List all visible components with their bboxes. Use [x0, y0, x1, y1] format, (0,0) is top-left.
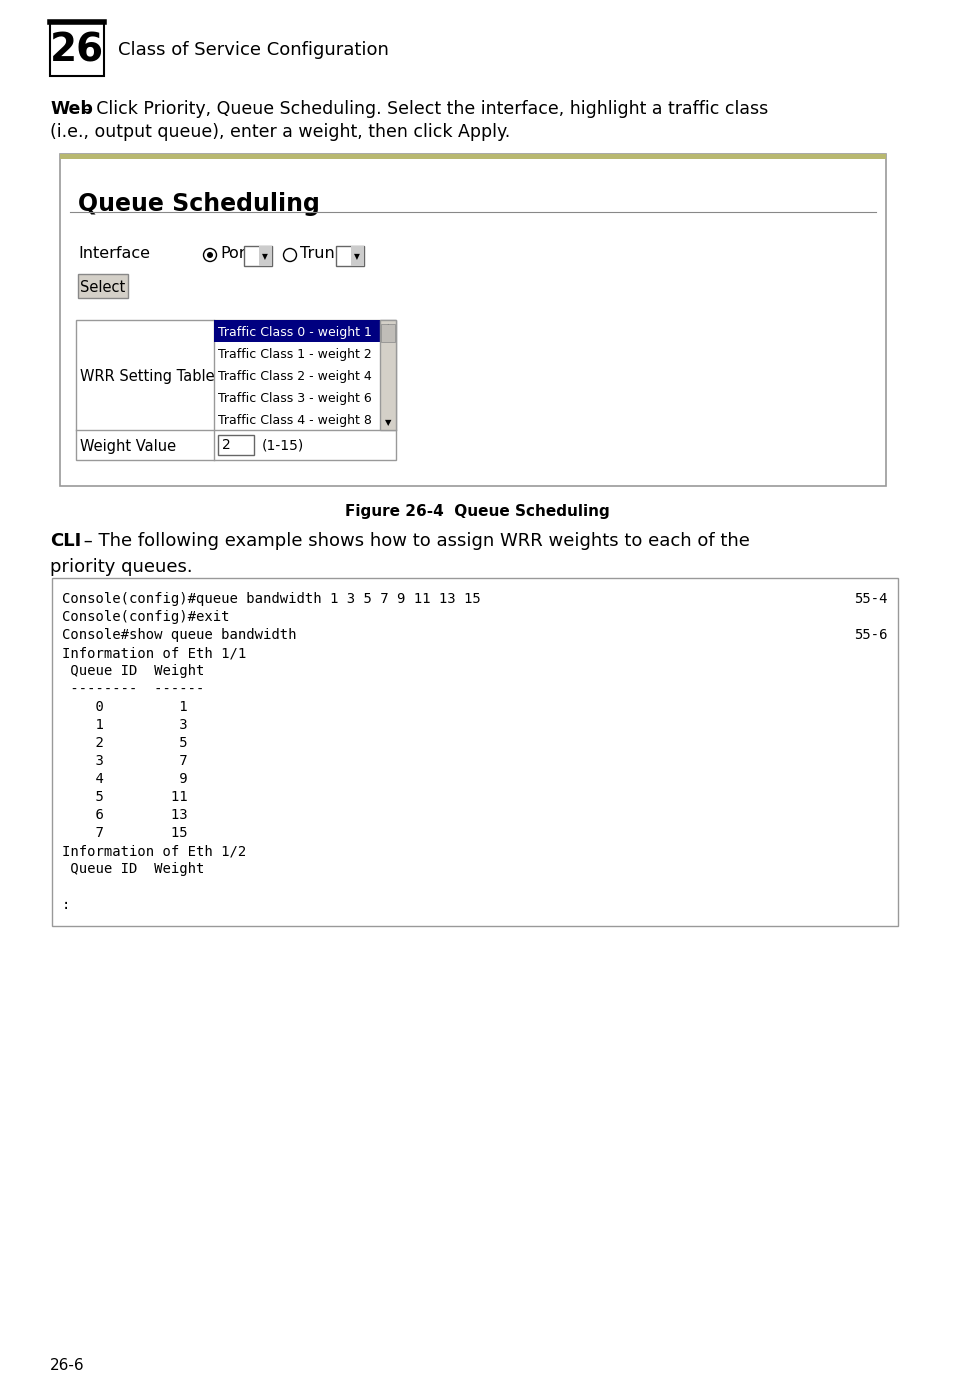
Text: 2: 2: [222, 439, 231, 452]
Text: Information of Eth 1/2: Information of Eth 1/2: [62, 844, 246, 858]
Text: Web: Web: [50, 100, 92, 118]
Bar: [244, 246, 272, 266]
Bar: [76, 321, 395, 459]
Text: Figure 26-4  Queue Scheduling: Figure 26-4 Queue Scheduling: [344, 504, 609, 519]
Text: Queue Scheduling: Queue Scheduling: [78, 192, 319, 217]
Text: 3         7: 3 7: [62, 754, 188, 768]
Text: --------  ------: -------- ------: [62, 682, 204, 695]
Bar: [379, 321, 395, 430]
Text: Console#show queue bandwidth: Console#show queue bandwidth: [62, 627, 296, 643]
Bar: [351, 246, 364, 266]
Text: 55-4: 55-4: [854, 593, 887, 607]
Bar: [52, 577, 897, 926]
Text: WRR Setting Table: WRR Setting Table: [80, 368, 214, 383]
Text: CLI: CLI: [50, 532, 81, 550]
Text: Queue ID  Weight: Queue ID Weight: [62, 663, 204, 677]
Text: 5        11: 5 11: [62, 790, 188, 804]
Text: priority queues.: priority queues.: [50, 558, 193, 576]
Bar: [258, 246, 272, 266]
Text: Console(config)#exit: Console(config)#exit: [62, 609, 230, 625]
Text: – Click Priority, Queue Scheduling. Select the interface, highlight a traffic cl: – Click Priority, Queue Scheduling. Sele…: [82, 100, 767, 118]
Text: 26: 26: [50, 31, 104, 69]
Text: 0         1: 0 1: [62, 700, 188, 713]
Bar: [335, 246, 364, 266]
Bar: [213, 321, 379, 341]
Text: Console(config)#queue bandwidth 1 3 5 7 9 11 13 15: Console(config)#queue bandwidth 1 3 5 7 …: [62, 593, 480, 607]
Text: 26-6: 26-6: [50, 1357, 85, 1373]
Text: Weight Value: Weight Value: [80, 439, 176, 454]
Text: Traffic Class 3 - weight 6: Traffic Class 3 - weight 6: [218, 391, 372, 404]
Text: – The following example shows how to assign WRR weights to each of the: – The following example shows how to ass…: [78, 532, 749, 550]
Text: Port: Port: [220, 246, 252, 261]
Text: ▼: ▼: [384, 419, 391, 428]
Text: Class of Service Configuration: Class of Service Configuration: [118, 42, 389, 60]
Text: ▼: ▼: [354, 253, 359, 261]
Text: 1         3: 1 3: [62, 718, 188, 731]
Text: (1-15): (1-15): [262, 439, 304, 452]
Text: Traffic Class 2 - weight 4: Traffic Class 2 - weight 4: [218, 369, 372, 383]
Text: Information of Eth 1/1: Information of Eth 1/1: [62, 645, 246, 661]
Text: ▲: ▲: [384, 322, 391, 332]
Text: Trunk: Trunk: [299, 246, 344, 261]
Bar: [218, 434, 253, 455]
Text: Interface: Interface: [78, 246, 150, 261]
Text: Queue ID  Weight: Queue ID Weight: [62, 862, 204, 876]
Text: 7        15: 7 15: [62, 826, 188, 840]
Text: 4         9: 4 9: [62, 772, 188, 786]
Text: 55-6: 55-6: [854, 627, 887, 643]
Text: 6        13: 6 13: [62, 808, 188, 822]
Text: ▼: ▼: [262, 253, 268, 261]
Bar: [380, 323, 395, 341]
Text: 2         5: 2 5: [62, 736, 188, 750]
Text: Select: Select: [80, 279, 126, 294]
Text: Traffic Class 0 - weight 1: Traffic Class 0 - weight 1: [218, 326, 372, 339]
Bar: [50, 22, 104, 76]
Text: 1: 1: [249, 248, 256, 262]
Text: Traffic Class 4 - weight 8: Traffic Class 4 - weight 8: [218, 414, 372, 426]
Circle shape: [207, 253, 213, 258]
Bar: [60, 154, 885, 160]
Text: Traffic Class 1 - weight 2: Traffic Class 1 - weight 2: [218, 347, 372, 361]
Bar: [60, 154, 885, 486]
Text: (i.e., output queue), enter a weight, then click Apply.: (i.e., output queue), enter a weight, th…: [50, 124, 510, 142]
Bar: [78, 273, 128, 298]
Text: :: :: [62, 898, 71, 912]
